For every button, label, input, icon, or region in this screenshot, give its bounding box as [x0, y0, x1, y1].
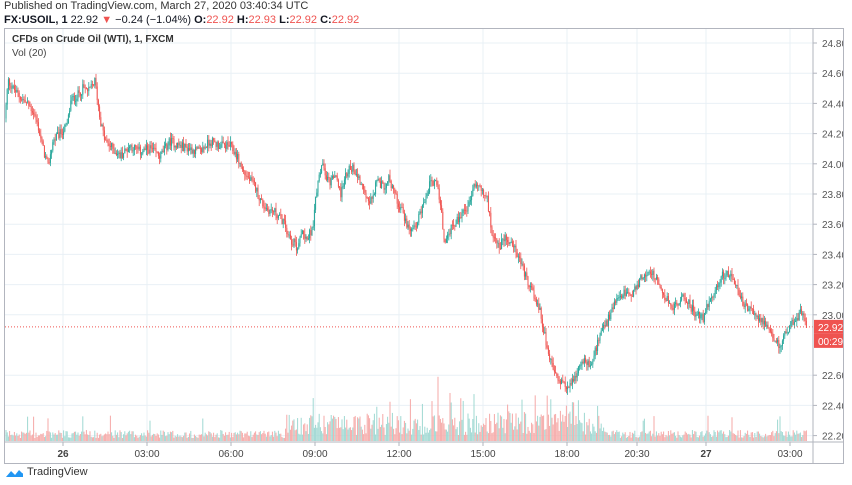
svg-text:27: 27	[700, 449, 712, 460]
svg-text:24.00: 24.00	[822, 160, 843, 171]
svg-text:22.20: 22.20	[822, 432, 843, 443]
symbol-label: FX:USOIL, 1	[4, 14, 68, 26]
svg-text:26: 26	[57, 449, 69, 460]
open-label: O:	[194, 14, 207, 26]
svg-text:22.92: 22.92	[818, 323, 843, 334]
brand-name: TradingView	[27, 466, 88, 478]
svg-text:24.80: 24.80	[822, 39, 843, 50]
high-label: H:	[236, 14, 249, 26]
svg-text:24.40: 24.40	[822, 99, 843, 110]
open-value: 22.92	[206, 14, 234, 26]
bar-countdown-tag: 00:29	[814, 333, 843, 348]
svg-text:23.40: 23.40	[822, 250, 843, 261]
price-chart[interactable]: 24.80 24.60 24.40 24.20 24.00 23.80 23.60 23.40…	[5, 29, 843, 463]
triangle-down-icon: ▼	[101, 14, 113, 26]
svg-text:03:00: 03:00	[134, 449, 159, 460]
close-value: 22.92	[331, 14, 360, 26]
svg-text:23.20: 23.20	[822, 281, 843, 292]
svg-text:22.40: 22.40	[822, 401, 843, 412]
svg-text:03:00: 03:00	[777, 449, 802, 460]
svg-text:12:00: 12:00	[386, 449, 411, 460]
tradingview-footer: TradingView	[4, 466, 88, 478]
low-value: 22.92	[289, 14, 318, 26]
series-legend-title: CFDs on Crude Oil (WTI), 1, FXCM	[12, 34, 174, 45]
tradingview-cloud-icon	[4, 467, 24, 478]
chart-frame	[4, 28, 844, 464]
last-price: 22.92	[70, 14, 99, 26]
price-change: −0.24 (−1.04%)	[115, 14, 192, 26]
svg-text:18:00: 18:00	[554, 449, 579, 460]
high-value: 22.93	[248, 14, 277, 26]
published-caption: Published on TradingView.com, March 27, …	[4, 0, 309, 12]
close-label: C:	[320, 14, 332, 26]
svg-text:00:29: 00:29	[818, 337, 843, 348]
svg-text:23.00: 23.00	[822, 311, 843, 322]
svg-text:09:00: 09:00	[302, 449, 327, 460]
svg-text:22.60: 22.60	[822, 371, 843, 382]
low-label: L:	[279, 14, 290, 26]
svg-text:24.60: 24.60	[822, 69, 843, 80]
volume-legend: Vol (20)	[12, 48, 47, 59]
svg-text:06:00: 06:00	[218, 449, 243, 460]
svg-text:20:30: 20:30	[624, 449, 649, 460]
svg-text:24.20: 24.20	[822, 130, 843, 141]
symbol-header: FX:USOIL, 1 22.92 ▼ −0.24 (−1.04%) O:22.…	[4, 14, 359, 26]
svg-text:23.80: 23.80	[822, 190, 843, 201]
svg-text:23.60: 23.60	[822, 220, 843, 231]
svg-text:15:00: 15:00	[470, 449, 495, 460]
last-price-tag: 22.92	[814, 319, 843, 334]
